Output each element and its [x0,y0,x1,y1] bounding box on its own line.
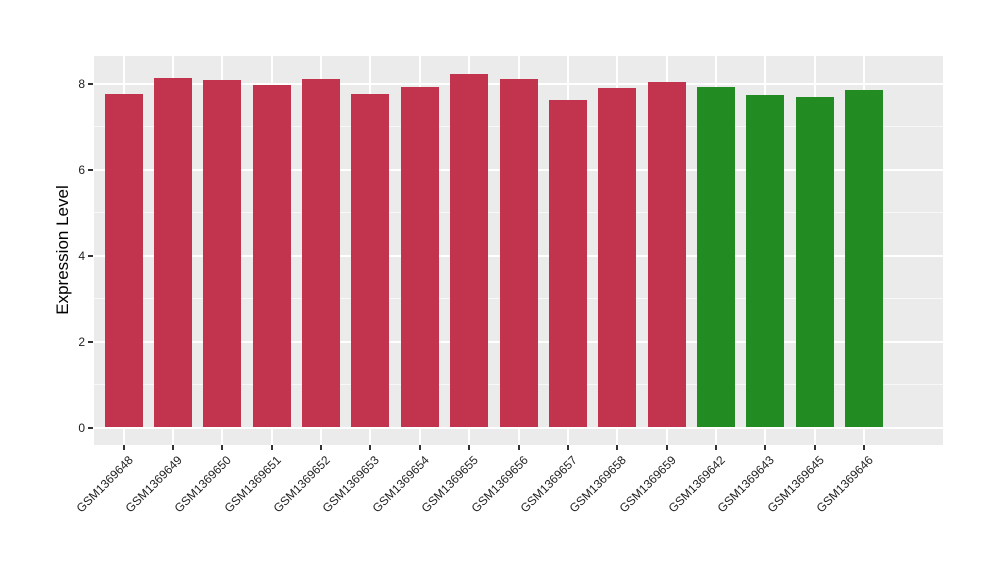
x-tick-mark [468,445,471,450]
y-tick-label: 2 [78,334,85,349]
x-tick-mark [369,445,372,450]
y-tick-label: 8 [78,76,85,91]
bar-GSM1369649 [153,78,192,428]
bar-GSM1369652 [302,78,341,428]
x-tick-mark [122,445,125,450]
bar-GSM1369654 [400,86,439,428]
y-tick-mark [88,426,93,429]
bar-GSM1369658 [598,87,637,428]
x-tick-mark [764,445,767,450]
bar-GSM1369646 [845,89,884,428]
bar-GSM1369650 [203,80,242,428]
y-tick-label: 0 [78,420,85,435]
bar-GSM1369657 [548,99,587,428]
y-tick-mark [88,168,93,171]
bar-GSM1369645 [795,97,834,428]
bar-GSM1369655 [450,73,489,428]
x-tick-mark [813,445,816,450]
y-tick-mark [88,82,93,85]
bar-GSM1369659 [647,82,686,428]
bar-GSM1369643 [746,95,785,428]
bar-GSM1369651 [252,84,291,428]
x-tick-mark [270,445,273,450]
bar-GSM1369642 [696,86,735,428]
bar-GSM1369653 [351,93,390,428]
x-tick-mark [566,445,569,450]
x-tick-mark [221,445,224,450]
y-tick-mark [88,340,93,343]
bar-GSM1369648 [104,93,143,428]
x-tick-mark [418,445,421,450]
plot-panel [94,56,943,445]
x-tick-mark [665,445,668,450]
x-tick-mark [714,445,717,450]
bar-GSM1369656 [499,79,538,428]
y-tick-label: 6 [78,162,85,177]
x-tick-mark [171,445,174,450]
x-tick-mark [320,445,323,450]
x-tick-mark [616,445,619,450]
y-tick-label: 4 [78,248,85,263]
x-tick-mark [863,445,866,450]
x-tick-label: GSM1369646 [813,453,876,516]
y-tick-mark [88,254,93,257]
x-tick-mark [517,445,520,450]
